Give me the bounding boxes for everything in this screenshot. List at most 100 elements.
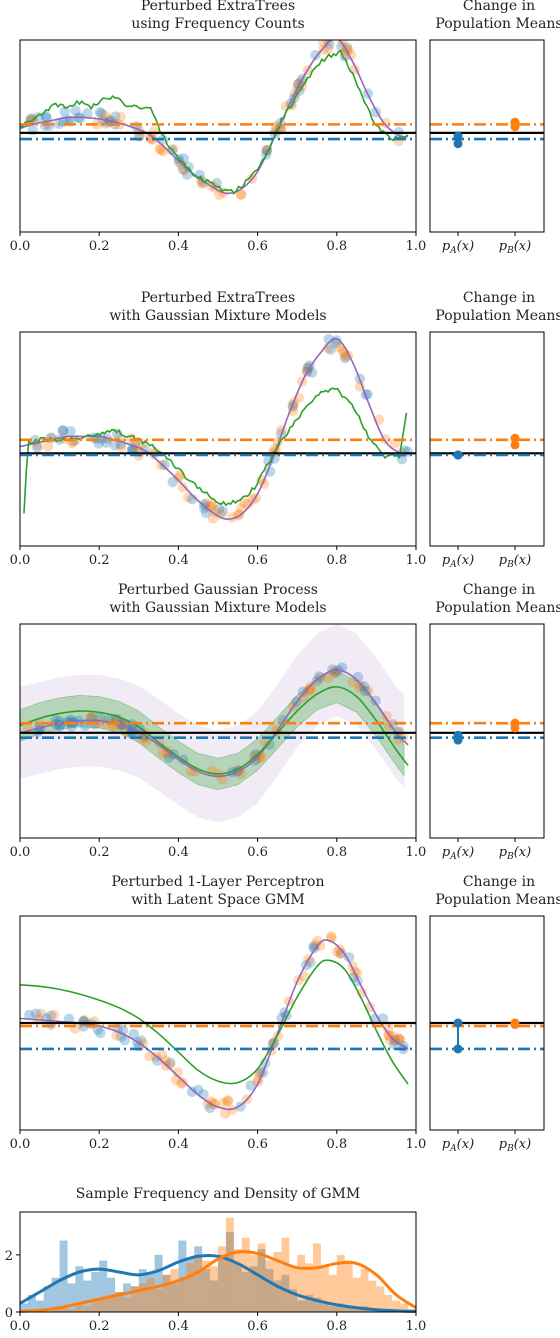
hist-bar-a — [130, 1286, 139, 1312]
hist-bar-a — [170, 1283, 179, 1312]
scatter-point-a — [339, 352, 351, 364]
panel-4-x-tick-label: 0.6 — [247, 1137, 268, 1152]
hist-bar-b — [170, 1269, 179, 1312]
panel-2-title-line-1: Perturbed ExtraTrees — [141, 290, 295, 306]
hist-bar-a — [352, 1309, 361, 1312]
side-b-point — [510, 433, 520, 443]
scatter-point-a — [199, 499, 210, 510]
side-panel-1-frame — [429, 39, 545, 233]
panel-2-x-tick-label: 0.8 — [326, 553, 347, 568]
hist-bar-a — [305, 1294, 314, 1312]
side-panel-4-frame — [429, 915, 545, 1131]
panel-1-title-line-2: using Frequency Counts — [131, 16, 304, 32]
hist-bar-a — [83, 1280, 92, 1312]
hist-bar-a — [146, 1272, 155, 1312]
scatter-point-a — [103, 117, 114, 128]
scatter-point-a — [119, 1035, 130, 1046]
scatter-point-b — [145, 133, 157, 145]
scatter-point-a — [95, 1027, 106, 1039]
scatter-point-b — [310, 939, 321, 951]
panel-2-axes-frame — [19, 331, 417, 547]
scatter-point-b — [120, 726, 131, 737]
scatter-point-a — [323, 333, 334, 345]
hist-bar-a — [210, 1280, 218, 1312]
histogram-axes-frame — [19, 1211, 417, 1313]
hist-bar-b — [186, 1263, 195, 1312]
purple-model-curve — [20, 40, 409, 195]
panel-3-x-tick-label: 1.0 — [406, 845, 427, 860]
purple-uncertainty-band — [20, 624, 405, 823]
scatter-point-b — [137, 1038, 149, 1049]
panel-3-x-tick-label: 0.2 — [89, 845, 110, 860]
hist-bar-a — [265, 1269, 274, 1312]
hist-x-tick-label: 0.8 — [326, 1319, 347, 1334]
side-a-point — [453, 735, 463, 745]
hist-bar-a — [336, 1303, 345, 1312]
scatter-point-a — [30, 1008, 42, 1020]
scatter-point-a — [151, 1055, 163, 1066]
scatter-point-b — [381, 710, 392, 722]
scatter-point-b — [388, 1031, 399, 1042]
panel-1-axes-frame — [19, 39, 417, 233]
scatter-point-b — [207, 501, 218, 512]
scatter-point-a — [128, 1028, 140, 1040]
scatter-point-a — [57, 425, 69, 436]
scatter-point-b — [219, 1108, 231, 1119]
panel-4-title-line-1: Perturbed 1-Layer Perceptron — [111, 874, 324, 890]
scatter-point-b — [205, 1096, 217, 1107]
panel-3-x-tick-label: 0.4 — [168, 845, 189, 860]
hist-bar-b — [154, 1289, 163, 1312]
side-tick-label: pA(x) — [442, 1137, 474, 1154]
panel-3-axes-frame — [19, 623, 417, 839]
hist-bar-a — [51, 1277, 60, 1312]
side-panel-1-title-line-2: Population Means — [435, 16, 560, 32]
panel-4-axes-frame — [19, 915, 417, 1131]
scatter-point-a — [74, 113, 86, 124]
hist-bar-b — [376, 1286, 385, 1312]
scatter-point-a — [186, 1086, 198, 1098]
hist-bar-b — [122, 1297, 131, 1312]
scatter-point-b — [116, 442, 127, 453]
scatter-point-b — [239, 497, 250, 509]
scatter-point-b — [48, 1009, 60, 1021]
scatter-point-b — [256, 475, 267, 486]
hist-bar-a — [27, 1294, 36, 1312]
hist-bar-a — [233, 1263, 242, 1312]
side-a-point — [453, 1044, 463, 1054]
hist-bar-a — [162, 1274, 171, 1312]
scatter-point-b — [235, 503, 247, 514]
scatter-point-b — [172, 1067, 184, 1078]
scatter-point-b — [99, 110, 111, 121]
panel-2-plot-area — [20, 333, 413, 524]
scatter-point-b — [323, 672, 334, 684]
side-a-point — [453, 1018, 463, 1028]
scatter-point-a — [387, 719, 399, 730]
scatter-point-b — [312, 935, 323, 946]
side-panel-1-title-line-1: Change in — [463, 0, 535, 14]
scatter-point-a — [297, 686, 309, 697]
hist-x-tick-label: 0.2 — [89, 1319, 110, 1334]
scatter-point-a — [360, 686, 371, 697]
hist-bar-a — [107, 1277, 116, 1312]
scatter-point-b — [33, 718, 45, 729]
scatter-point-a — [165, 1057, 176, 1068]
panel-2-title-line-2: with Gaussian Mixture Models — [109, 308, 326, 324]
hist-y-tick-label: 2 — [5, 1249, 13, 1264]
hist-bar-b — [273, 1252, 282, 1312]
scatter-point-b — [329, 665, 341, 677]
scatter-point-b — [351, 967, 363, 979]
scatter-point-a — [341, 42, 353, 53]
scatter-point-b — [177, 1077, 188, 1088]
scatter-point-a — [24, 1009, 35, 1021]
side-tick-label: pB(x) — [499, 239, 531, 256]
hist-bar-b — [99, 1297, 108, 1312]
panel-4-x-tick-label: 0.4 — [168, 1137, 189, 1152]
side-panel-2-title-line-1: Change in — [463, 290, 535, 306]
scatter-point-a — [264, 739, 275, 750]
hist-y-tick-label: 0 — [5, 1306, 13, 1321]
scatter-point-b — [155, 144, 166, 155]
scatter-point-b — [383, 720, 394, 731]
hist-bar-b — [297, 1254, 306, 1312]
scatter-point-a — [343, 952, 355, 963]
scatter-point-a — [331, 335, 342, 346]
